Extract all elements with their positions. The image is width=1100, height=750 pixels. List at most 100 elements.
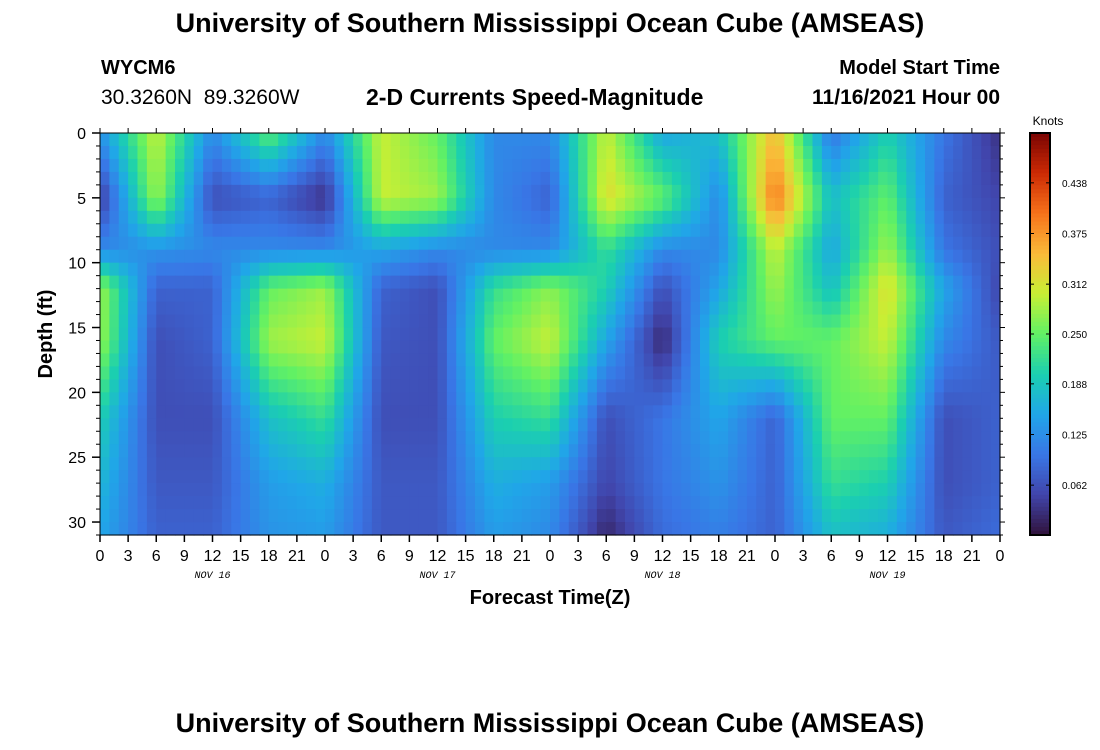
heatmap-cell [409, 470, 420, 484]
heatmap-cell [156, 301, 167, 316]
heatmap-cell [681, 353, 692, 368]
heatmap-cell [559, 444, 570, 458]
y-tick-label: 5 [77, 191, 86, 208]
heatmap-cell [250, 197, 260, 212]
heatmap-cell [934, 522, 945, 536]
heatmap-cell [353, 405, 364, 419]
heatmap-cell [221, 366, 232, 380]
heatmap-cell [906, 431, 917, 445]
heatmap-cell [446, 133, 457, 147]
heatmap-cell [296, 483, 307, 497]
heatmap-cell [746, 392, 757, 406]
heatmap-cell [812, 379, 823, 393]
heatmap-cell [662, 145, 673, 160]
heatmap-cell [887, 145, 898, 160]
heatmap-cell [109, 314, 120, 329]
heatmap-cell [953, 522, 964, 536]
heatmap-cell [296, 379, 307, 393]
heatmap-cell [503, 418, 514, 432]
colorbar-segment [1030, 478, 1050, 484]
heatmap-cell [512, 133, 523, 147]
heatmap-cell [325, 522, 335, 536]
heatmap-cell [803, 327, 814, 342]
heatmap-cell [550, 171, 560, 186]
heatmap-cell [137, 184, 148, 199]
heatmap-cell [896, 327, 907, 342]
heatmap-cell [334, 392, 345, 406]
heatmap-cell [409, 457, 420, 471]
heatmap-cell [259, 171, 270, 186]
heatmap-cell [971, 470, 982, 484]
heatmap-cell [559, 340, 570, 355]
heatmap-cell [906, 262, 917, 277]
heatmap-cell [503, 340, 514, 355]
heatmap-cell [362, 392, 373, 406]
heatmap-cell [109, 392, 120, 406]
heatmap-cell [971, 249, 982, 264]
heatmap-cell [240, 353, 251, 368]
heatmap-cell [934, 301, 945, 316]
heatmap-cell [278, 483, 289, 497]
heatmap-cell [793, 133, 804, 147]
heatmap-cell [465, 158, 476, 173]
heatmap-cell [146, 275, 157, 290]
heatmap-cell [521, 431, 532, 445]
heatmap-cell [146, 236, 157, 251]
heatmap-cell [746, 457, 757, 471]
heatmap-cell [625, 223, 635, 238]
heatmap-cell [278, 236, 289, 251]
heatmap-cell [512, 457, 523, 471]
heatmap-cell [971, 353, 982, 368]
heatmap-cell [643, 353, 654, 368]
heatmap-cell [625, 210, 635, 225]
heatmap-cell [540, 184, 551, 199]
heatmap-cell [653, 431, 664, 445]
heatmap-cell [446, 366, 457, 380]
heatmap-cell [850, 197, 860, 212]
heatmap-cell [765, 431, 776, 445]
colorbar-tick-label: 0.438 [1062, 179, 1087, 190]
heatmap-cell [521, 522, 532, 536]
heatmap-cell [203, 418, 214, 432]
heatmap-cell [868, 249, 879, 264]
heatmap-cell [906, 470, 917, 484]
heatmap-cell [250, 171, 260, 186]
heatmap-cell [821, 379, 832, 393]
heatmap-cell [943, 223, 954, 238]
heatmap-cell [906, 184, 917, 199]
heatmap-cell [653, 236, 664, 251]
heatmap-cell [343, 509, 354, 523]
heatmap-cell [878, 366, 889, 380]
heatmap-cell [325, 496, 335, 510]
heatmap-cell [700, 470, 710, 484]
heatmap-cell [418, 262, 429, 277]
heatmap-cell [840, 392, 851, 406]
heatmap-cell [287, 223, 298, 238]
heatmap-cell [128, 366, 139, 380]
heatmap-cell [850, 184, 860, 199]
heatmap-cell [934, 223, 945, 238]
heatmap-cell [746, 249, 757, 264]
heatmap-cell [868, 210, 879, 225]
heatmap-cell [568, 314, 579, 329]
heatmap-cell [371, 379, 382, 393]
heatmap-cell [709, 509, 720, 523]
heatmap-cell [643, 145, 654, 160]
heatmap-cell [146, 171, 157, 186]
heatmap-cell [240, 210, 251, 225]
heatmap-cell [296, 184, 307, 199]
heatmap-cell [156, 353, 167, 368]
heatmap-cell [746, 262, 757, 277]
heatmap-cell [887, 197, 898, 212]
heatmap-cell [990, 262, 1001, 277]
heatmap-cell [531, 457, 542, 471]
heatmap-cell [709, 288, 720, 303]
heatmap-cell [746, 314, 757, 329]
heatmap-cell [137, 483, 148, 497]
heatmap-cell [137, 210, 148, 225]
heatmap-cell [484, 262, 495, 277]
x-tick-label: 21 [963, 548, 981, 565]
heatmap-cell [681, 444, 692, 458]
heatmap-cell [203, 210, 214, 225]
heatmap-cell [775, 223, 785, 238]
